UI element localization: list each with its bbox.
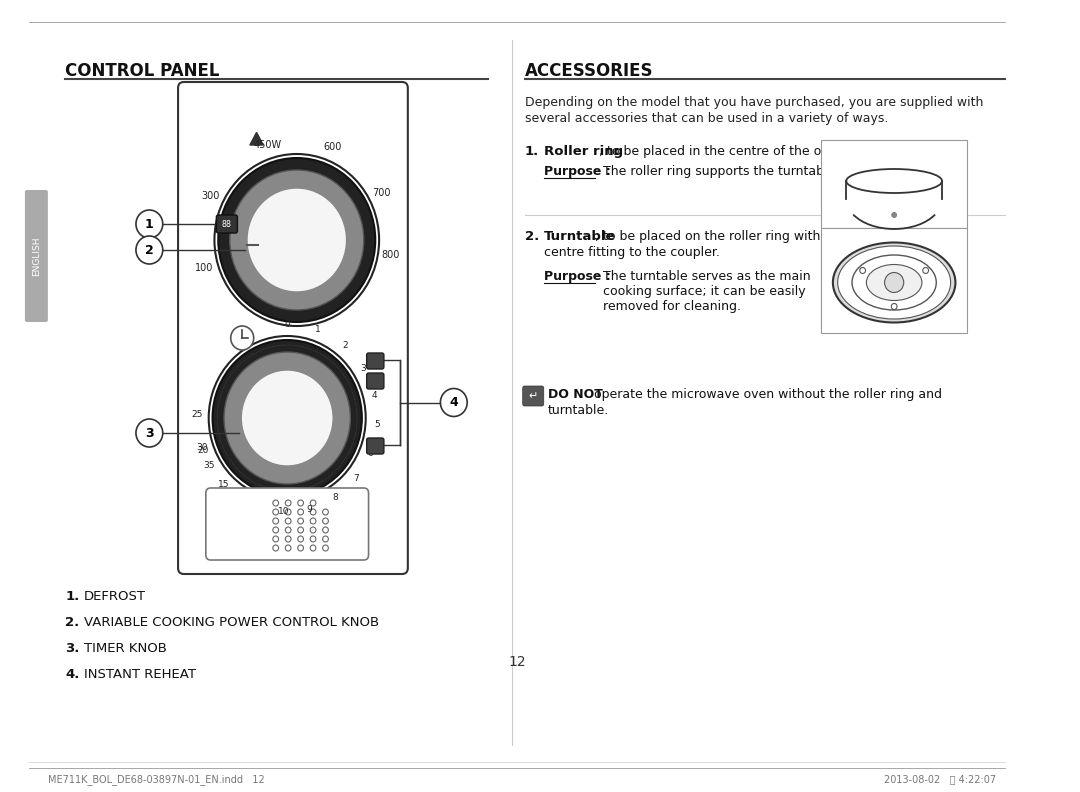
FancyBboxPatch shape (206, 488, 368, 560)
FancyBboxPatch shape (216, 215, 238, 233)
Text: 2.: 2. (65, 616, 79, 629)
Text: , to be placed on the roller ring with the: , to be placed on the roller ring with t… (595, 230, 846, 243)
Circle shape (241, 370, 333, 466)
Text: turntable.: turntable. (548, 404, 609, 417)
Text: DO NOT: DO NOT (548, 388, 603, 401)
Text: 0: 0 (284, 319, 291, 329)
Text: Depending on the model that you have purchased, you are supplied with: Depending on the model that you have pur… (525, 96, 983, 109)
Text: 2013-08-02   ᄐ 4:22:07: 2013-08-02 ᄐ 4:22:07 (883, 774, 996, 784)
Text: 8: 8 (332, 493, 338, 502)
Ellipse shape (833, 242, 956, 322)
Circle shape (885, 272, 904, 292)
Text: 1.: 1. (525, 145, 539, 158)
FancyBboxPatch shape (367, 373, 383, 389)
Text: INSTANT REHEAT: INSTANT REHEAT (84, 668, 197, 681)
Circle shape (231, 326, 254, 350)
Text: 20: 20 (197, 446, 208, 455)
Text: 3: 3 (145, 427, 153, 440)
Text: 1.: 1. (65, 590, 79, 603)
Circle shape (213, 340, 362, 496)
Text: several accessories that can be used in a variety of ways.: several accessories that can be used in … (525, 112, 888, 125)
Text: 88: 88 (221, 219, 232, 229)
Text: DEFROST: DEFROST (84, 590, 146, 603)
Text: 35: 35 (203, 460, 215, 470)
Text: 100: 100 (195, 263, 214, 273)
Circle shape (230, 170, 364, 310)
FancyBboxPatch shape (367, 438, 383, 454)
Text: Purpose :: Purpose : (543, 270, 610, 283)
Text: VARIABLE COOKING POWER CONTROL KNOB: VARIABLE COOKING POWER CONTROL KNOB (84, 616, 379, 629)
Text: The turntable serves as the main: The turntable serves as the main (603, 270, 811, 283)
Circle shape (218, 158, 375, 322)
Bar (822, 140, 967, 228)
Text: 300: 300 (201, 191, 219, 200)
Text: ENGLISH: ENGLISH (32, 236, 41, 276)
Text: 450W: 450W (253, 140, 281, 150)
Text: 2: 2 (342, 341, 348, 351)
Text: 3: 3 (361, 364, 366, 373)
Text: 600: 600 (323, 143, 342, 152)
Text: 3.: 3. (65, 642, 80, 655)
Text: 800: 800 (382, 250, 401, 261)
Text: TIMER KNOB: TIMER KNOB (84, 642, 167, 655)
Text: 5: 5 (374, 420, 380, 429)
Text: ↵: ↵ (528, 391, 538, 401)
Circle shape (136, 210, 163, 238)
Polygon shape (249, 132, 264, 145)
Circle shape (922, 268, 929, 273)
Bar (822, 228, 967, 333)
FancyBboxPatch shape (25, 190, 48, 322)
Text: 700: 700 (372, 188, 391, 198)
Circle shape (224, 352, 350, 484)
Circle shape (136, 419, 163, 447)
Text: 4: 4 (372, 390, 377, 400)
Text: 6: 6 (368, 449, 374, 458)
Text: 30: 30 (195, 443, 207, 451)
Text: operate the microwave oven without the roller ring and: operate the microwave oven without the r… (590, 388, 942, 401)
Text: cooking surface; it can be easily: cooking surface; it can be easily (603, 285, 806, 298)
Text: ACCESSORIES: ACCESSORIES (525, 62, 653, 80)
Text: centre fitting to the coupler.: centre fitting to the coupler. (543, 246, 719, 259)
Text: 1: 1 (145, 218, 153, 230)
Text: 25: 25 (191, 410, 203, 419)
Ellipse shape (866, 265, 922, 300)
Ellipse shape (852, 255, 936, 310)
Text: Roller ring: Roller ring (543, 145, 623, 158)
Text: 10: 10 (279, 508, 289, 516)
Circle shape (860, 268, 865, 273)
Circle shape (136, 236, 163, 264)
Circle shape (441, 389, 468, 417)
Text: The roller ring supports the turntable.: The roller ring supports the turntable. (603, 165, 839, 178)
Text: 9: 9 (306, 505, 312, 514)
Text: removed for cleaning.: removed for cleaning. (603, 300, 741, 313)
Text: Turntable: Turntable (543, 230, 616, 243)
Text: 15: 15 (218, 480, 229, 489)
Text: 1: 1 (315, 326, 321, 334)
Text: 2: 2 (145, 243, 153, 257)
Ellipse shape (847, 169, 942, 193)
Circle shape (247, 188, 347, 292)
FancyBboxPatch shape (178, 82, 408, 574)
Ellipse shape (838, 246, 950, 319)
Text: CONTROL PANEL: CONTROL PANEL (65, 62, 219, 80)
Circle shape (891, 303, 897, 310)
Text: , to be placed in the centre of the oven.: , to be placed in the centre of the oven… (599, 145, 849, 158)
Text: 12: 12 (509, 655, 526, 669)
Circle shape (892, 212, 896, 218)
FancyBboxPatch shape (523, 386, 543, 406)
Text: ME711K_BOL_DE68-03897N-01_EN.indd   12: ME711K_BOL_DE68-03897N-01_EN.indd 12 (48, 774, 265, 785)
Text: 2.: 2. (525, 230, 539, 243)
Text: 4: 4 (449, 396, 458, 409)
Text: 7: 7 (353, 474, 359, 483)
FancyBboxPatch shape (367, 353, 383, 369)
Text: 4.: 4. (65, 668, 80, 681)
Text: Purpose :: Purpose : (543, 165, 610, 178)
